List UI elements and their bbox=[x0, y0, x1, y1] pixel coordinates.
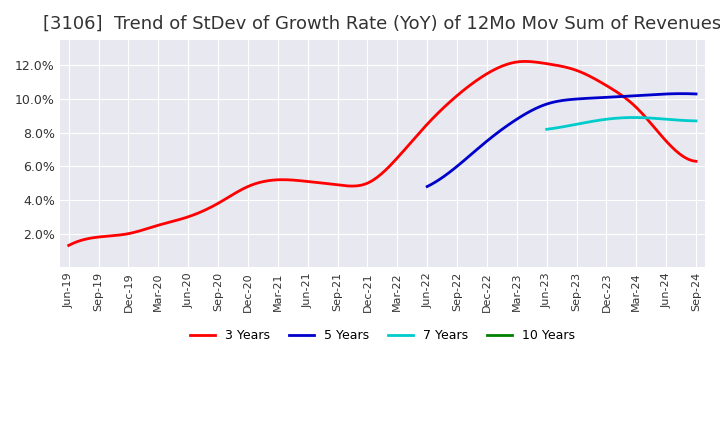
Title: [3106]  Trend of StDev of Growth Rate (YoY) of 12Mo Mov Sum of Revenues: [3106] Trend of StDev of Growth Rate (Yo… bbox=[43, 15, 720, 33]
Legend: 3 Years, 5 Years, 7 Years, 10 Years: 3 Years, 5 Years, 7 Years, 10 Years bbox=[185, 324, 580, 348]
